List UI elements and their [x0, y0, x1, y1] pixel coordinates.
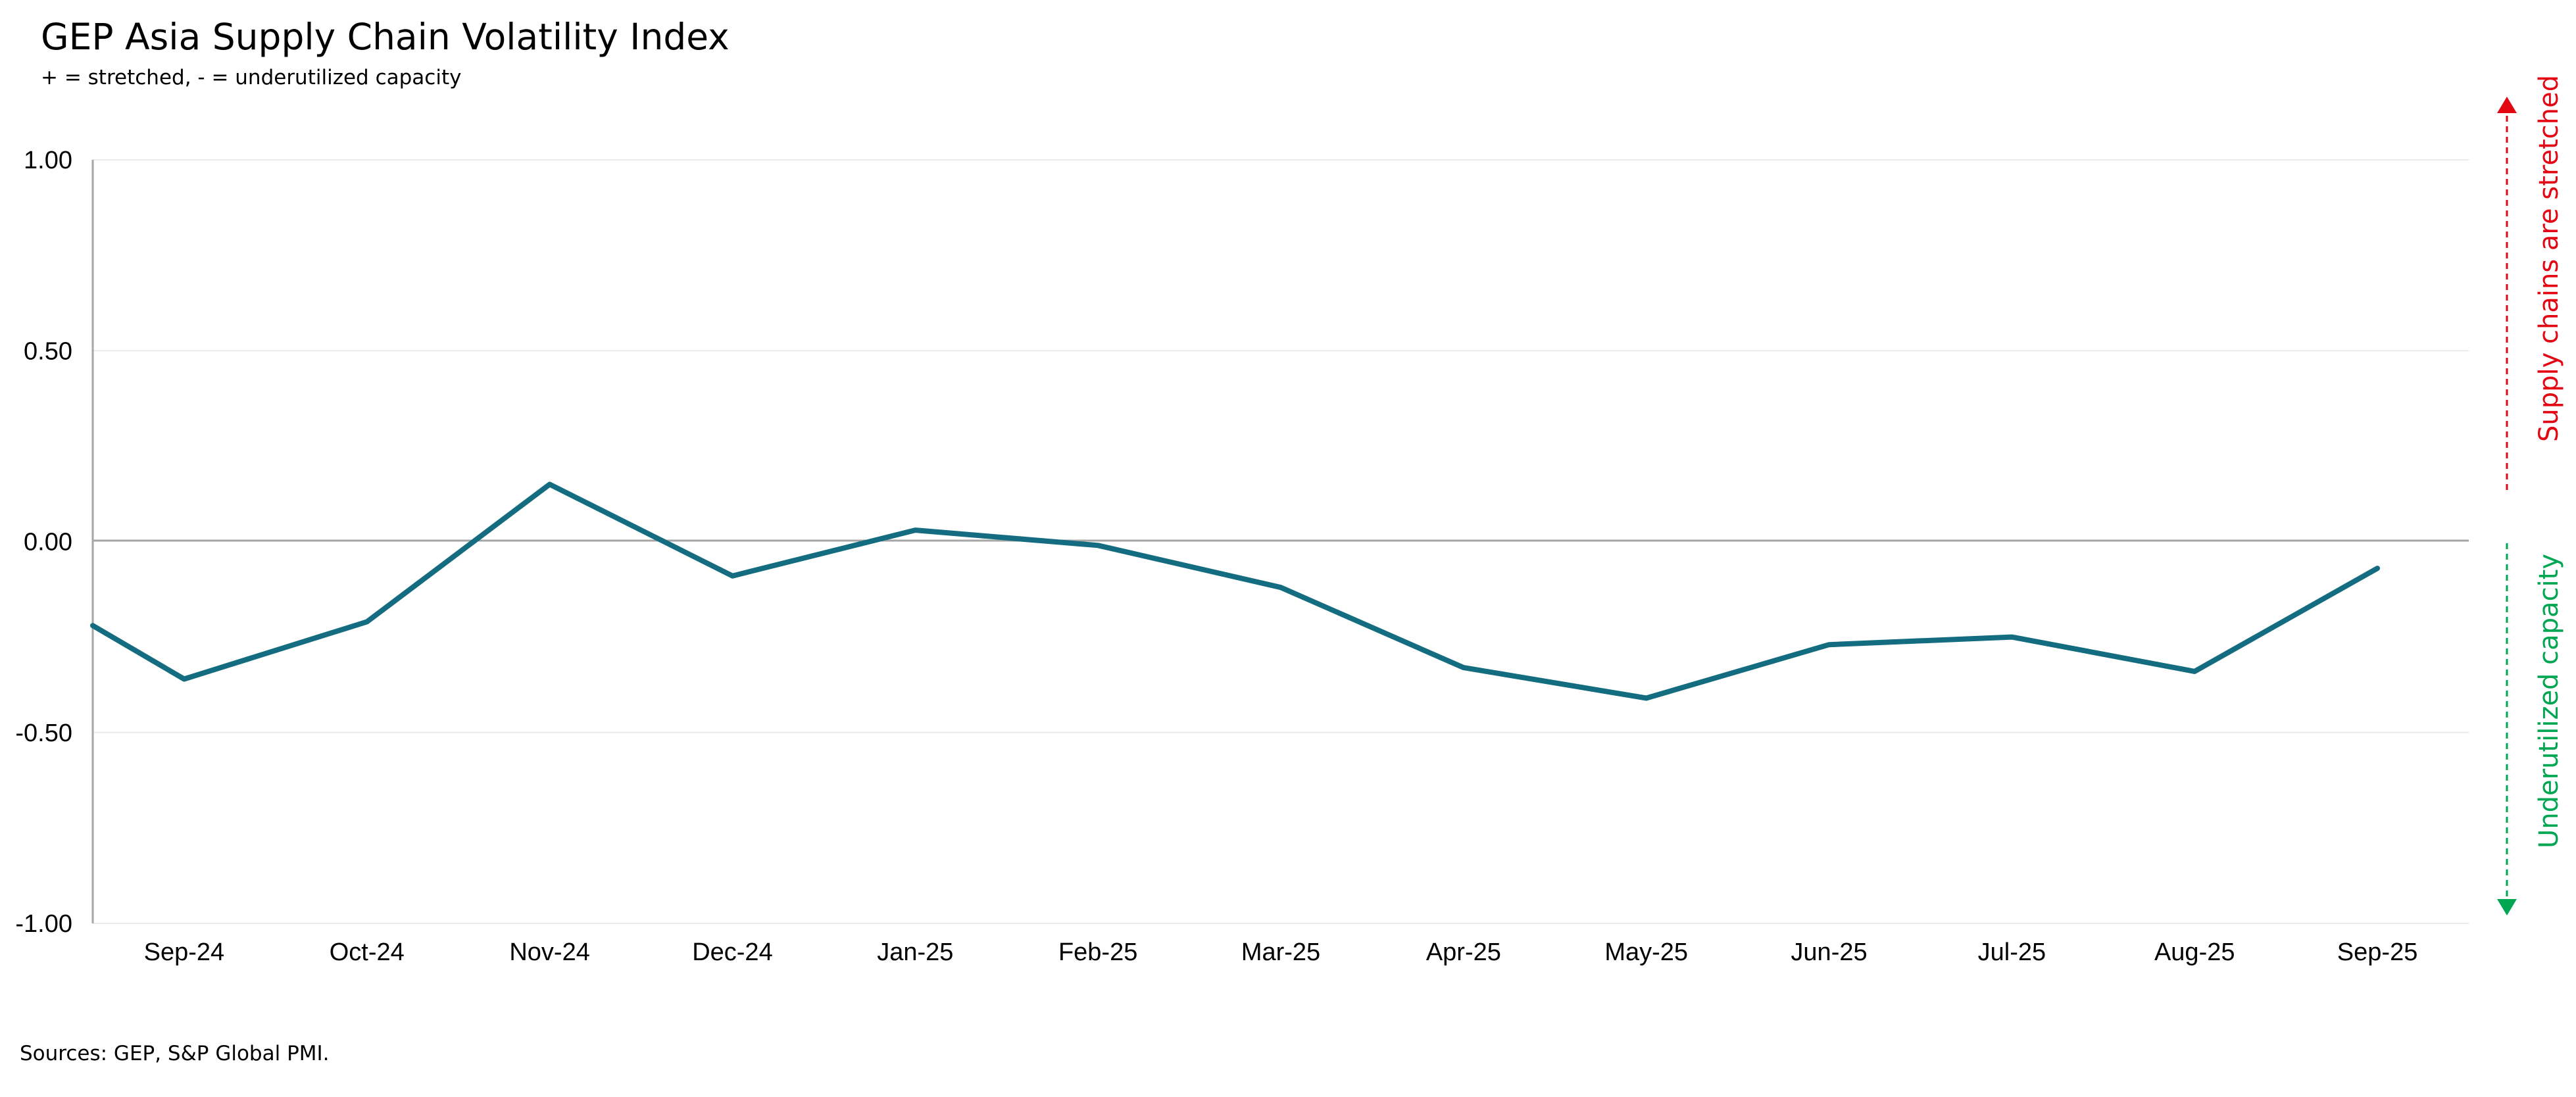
- x-tick-label: Feb-25: [1058, 939, 1137, 966]
- y-axis-tick-labels: 1.00 0.50 0.00 -0.50 -1.00: [15, 147, 72, 938]
- x-axis-tick-labels: Sep-24 Oct-24 Nov-24 Dec-24 Jan-25 Feb-25 Mar-…: [144, 939, 2418, 966]
- chart-title: GEP Asia Supply Chain Volatility Index: [41, 16, 730, 58]
- x-tick-label: Nov-24: [509, 939, 590, 966]
- series-line: [90, 481, 2381, 701]
- up-arrow-icon: [2497, 97, 2517, 113]
- y-tick-label: 1.00: [24, 147, 72, 174]
- stretched-label: Supply chains are stretched: [2534, 75, 2564, 442]
- x-tick-label: Sep-25: [2337, 939, 2418, 966]
- x-tick-label: Oct-24: [330, 939, 405, 966]
- x-tick-label: Sep-24: [144, 939, 225, 966]
- x-tick-label: Dec-24: [692, 939, 773, 966]
- chart-subtitle: + = stretched, - = underutilized capacit…: [41, 66, 461, 89]
- y-tick-label: -1.00: [15, 910, 72, 938]
- x-tick-label: Mar-25: [1241, 939, 1320, 966]
- x-tick-label: Jun-25: [1791, 939, 1867, 966]
- gridlines: [93, 159, 2469, 924]
- x-tick-label: Jul-25: [1978, 939, 2046, 966]
- y-tick-label: 0.50: [24, 337, 72, 365]
- y-tick-label: -0.50: [15, 719, 72, 747]
- y-tick-label: 0.00: [24, 529, 72, 556]
- side-annotations: Supply chains are stretched Underutilize…: [2497, 75, 2564, 915]
- x-tick-label: Aug-25: [2154, 939, 2235, 966]
- down-arrow-icon: [2497, 899, 2517, 915]
- series-layer: [90, 481, 2381, 701]
- x-tick-label: May-25: [1604, 939, 1688, 966]
- source-note: Sources: GEP, S&P Global PMI.: [20, 1042, 330, 1065]
- x-tick-label: Jan-25: [877, 939, 953, 966]
- x-tick-label: Apr-25: [1426, 939, 1501, 966]
- underutilized-label: Underutilized capacity: [2534, 554, 2564, 848]
